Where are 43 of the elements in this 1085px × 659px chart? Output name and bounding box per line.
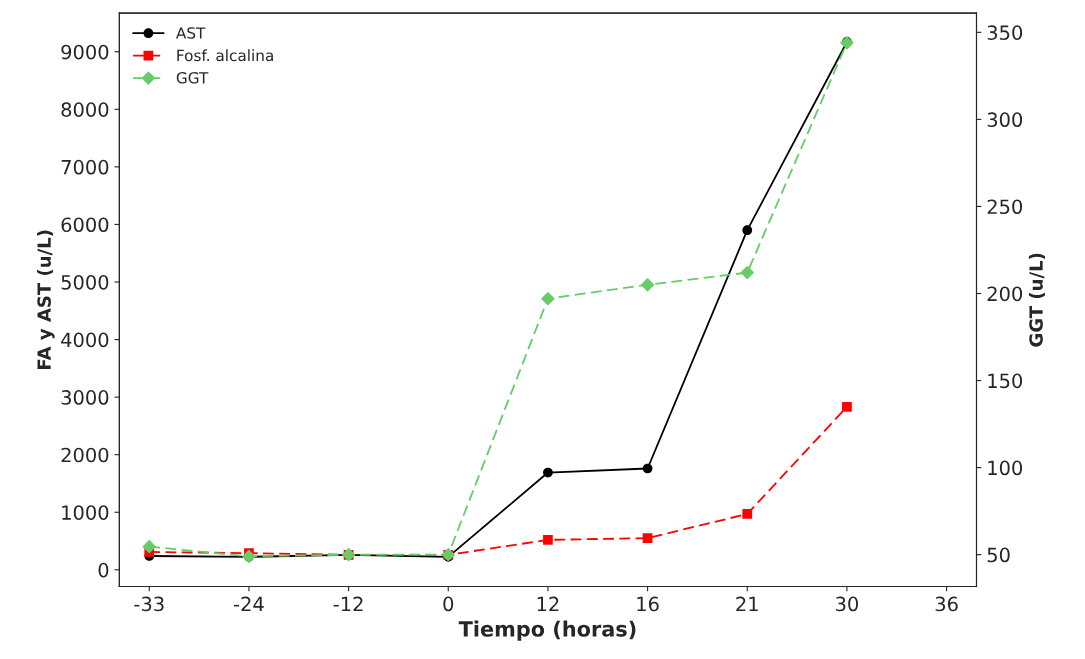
- y2-axis-title: GGT (u/L): [1028, 253, 1045, 347]
- y2-tick-label: 250: [987, 199, 1023, 215]
- y2-tick-label: 350: [987, 25, 1023, 40]
- point: [742, 509, 753, 519]
- x-axis-title: Tiempo (horas): [458, 620, 636, 641]
- point: [543, 535, 553, 545]
- point: [543, 467, 553, 478]
- x-tick-label: -33: [134, 596, 164, 612]
- x-tick-label: 36: [935, 596, 958, 612]
- point: [842, 402, 852, 412]
- x-tick-label: 12: [537, 596, 559, 612]
- x-tick-label: -12: [333, 596, 363, 612]
- y2-tick-label: 100: [988, 460, 1023, 476]
- point: [640, 277, 655, 292]
- x-tick-label: 30: [836, 596, 859, 612]
- y2-tick-label: 300: [987, 112, 1023, 128]
- y-tick-label: 6000: [61, 217, 109, 233]
- legend-label: GGT: [176, 72, 209, 84]
- y-tick-label: 7000: [61, 159, 109, 175]
- y-tick-label: 4000: [61, 332, 109, 348]
- x-tick-label: 16: [637, 596, 659, 612]
- y-tick-label: 5000: [61, 274, 109, 290]
- point: [742, 225, 753, 236]
- x-tick-label: -24: [233, 596, 264, 612]
- point: [142, 539, 157, 554]
- y-tick-label: 2000: [61, 447, 109, 463]
- y-tick-label: 3000: [61, 390, 109, 405]
- x-tick-label: 0: [443, 596, 454, 612]
- y2-tick-label: 150: [988, 373, 1023, 389]
- y-tick-label: 9000: [61, 44, 109, 60]
- point: [541, 291, 555, 306]
- y-tick-label: 1000: [62, 505, 109, 520]
- legend-label: AST: [176, 27, 206, 39]
- x-tick-label: 21: [736, 596, 758, 612]
- point: [740, 265, 755, 280]
- y-tick-label: 0: [98, 562, 109, 578]
- y-tick-label: 8000: [61, 102, 109, 117]
- point: [642, 533, 653, 544]
- y2-tick-label: 50: [987, 547, 1010, 563]
- legend-label: Fosf. alcalina: [177, 49, 273, 62]
- y-axis-title: FA y AST (u/L): [36, 230, 55, 369]
- point: [642, 463, 653, 474]
- y2-tick-label: 200: [987, 286, 1023, 302]
